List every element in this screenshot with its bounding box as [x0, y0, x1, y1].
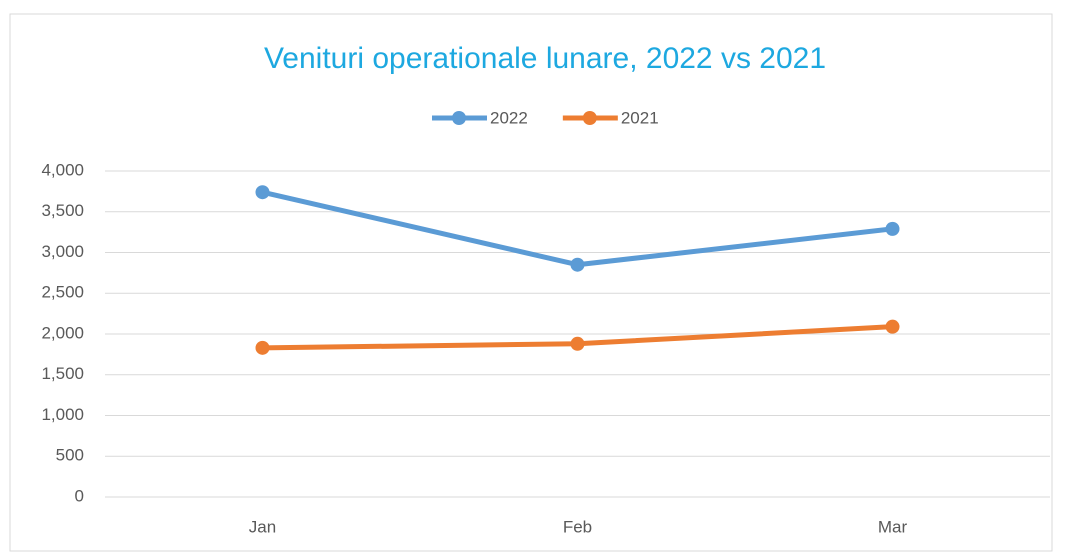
point [255, 185, 270, 200]
legend-label: 2022 [490, 108, 528, 127]
point [570, 336, 585, 351]
y-tick-label: 3,000 [41, 242, 84, 261]
chart-frame [9, 13, 1053, 552]
x-tick-label: Feb [563, 517, 592, 536]
point [255, 340, 270, 355]
y-tick-label: 0 [75, 486, 84, 505]
legend-marker [452, 111, 466, 125]
point [885, 221, 900, 236]
legend-label: 2021 [621, 108, 659, 127]
y-tick-label: 1,000 [41, 405, 84, 424]
x-tick-label: Jan [249, 517, 276, 536]
legend-marker [582, 111, 597, 125]
x-tick-label: Mar [878, 517, 908, 536]
point [570, 257, 585, 272]
y-tick-label: 4,000 [41, 160, 84, 179]
y-tick-label: 1,500 [41, 364, 84, 383]
y-tick-label: 2,000 [41, 323, 84, 342]
y-tick-label: 2,500 [41, 283, 84, 302]
y-tick-label: 3,500 [41, 201, 84, 220]
y-tick-label: 500 [56, 446, 84, 465]
chart-title: Venituri operationale lunare, 2022 vs 20… [264, 42, 826, 75]
point [885, 319, 900, 334]
